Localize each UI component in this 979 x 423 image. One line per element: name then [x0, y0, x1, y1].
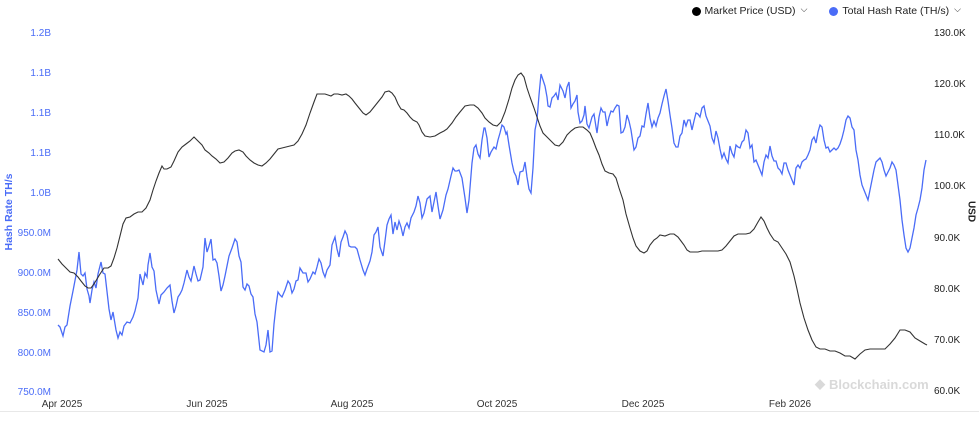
hash-rate-line — [57, 73, 927, 354]
right-tick: 100.0K — [934, 181, 966, 192]
right-tick: 60.0K — [934, 386, 961, 397]
blockchain-logo-icon: ◆ — [815, 376, 825, 391]
black-dot-icon — [691, 6, 701, 16]
left-tick: 800.0M — [17, 348, 51, 359]
x-tick: Oct 2025 — [476, 399, 518, 410]
x-tick: Apr 2025 — [41, 399, 83, 410]
left-tick: 1.0B — [30, 188, 51, 199]
left-tick: 1.1B — [30, 68, 51, 79]
x-tick: Dec 2025 — [621, 399, 665, 410]
x-tick: Feb 2026 — [768, 399, 812, 410]
right-tick: 70.0K — [934, 335, 961, 346]
bottom-divider — [0, 411, 979, 412]
blue-dot-icon — [829, 6, 839, 16]
legend-item-market-price[interactable]: Market Price (USD) ⌵ — [691, 3, 808, 17]
legend-label-hash-rate: Total Hash Rate (TH/s) — [842, 5, 950, 17]
left-tick: 1.1B — [30, 148, 51, 159]
right-tick: 80.0K — [934, 284, 961, 295]
left-tick: 1.2B — [30, 28, 51, 39]
legend-label-market-price: Market Price (USD) — [704, 5, 796, 17]
blockchain-watermark: ◆ Blockchain.com — [815, 376, 929, 392]
left-tick: 900.0M — [17, 268, 51, 279]
left-tick: 850.0M — [17, 308, 51, 319]
watermark-text: Blockchain.com — [829, 376, 929, 392]
left-tick: 1.1B — [30, 108, 51, 119]
chevron-down-icon[interactable]: ⌵ — [954, 3, 961, 14]
left-tick: 750.0M — [17, 387, 51, 398]
right-tick: 110.0K — [934, 130, 965, 141]
left-tick: 950.0M — [17, 228, 51, 239]
right-tick: 120.0K — [934, 79, 966, 90]
right-tick: 130.0K — [934, 28, 966, 39]
chart-legend: Market Price (USD) ⌵ Total Hash Rate (TH… — [691, 3, 961, 17]
legend-item-hash-rate[interactable]: Total Hash Rate (TH/s) ⌵ — [829, 3, 961, 17]
chevron-down-icon[interactable]: ⌵ — [800, 3, 808, 14]
x-tick: Aug 2025 — [330, 399, 374, 410]
market-price-line — [57, 72, 928, 360]
right-tick: 90.0K — [934, 233, 961, 244]
x-tick: Jun 2025 — [186, 399, 228, 410]
